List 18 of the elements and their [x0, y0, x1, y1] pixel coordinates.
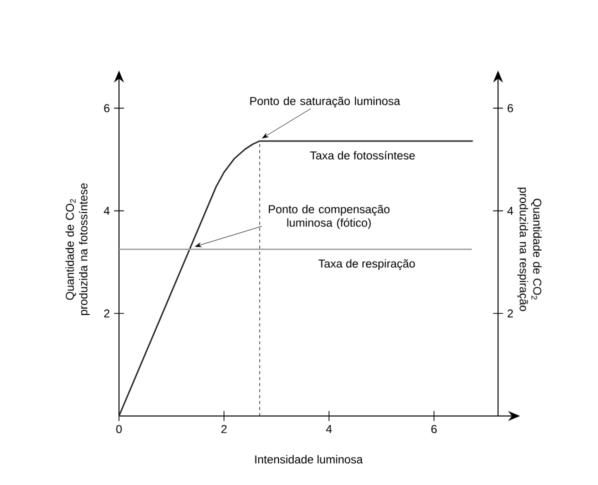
x-tick-label: 0	[116, 425, 122, 434]
annotation: Ponto de compensação luminosa (fótico)	[268, 204, 390, 230]
annotation: Ponto de saturação luminosa	[250, 96, 400, 108]
series-label: Taxa de respiração	[318, 259, 415, 270]
x-tick-label: 6	[431, 425, 437, 434]
y2-tick-label: 4	[507, 206, 514, 215]
y-axis-title: Quantidade de CO$_{2}$ produzida na fotossíntese	[65, 183, 90, 316]
series-label: Taxa de fotossíntese	[310, 150, 415, 160]
y2-tick-label: 6	[508, 104, 513, 112]
y-tick-label: 6	[104, 104, 110, 112]
y-tick-label: 2	[104, 309, 110, 318]
x-tick-label: 4	[326, 425, 332, 433]
x-axis-title: Intensidade luminosa	[255, 455, 363, 464]
x-tick-label: 2	[221, 425, 227, 434]
line-series	[118, 140, 474, 417]
y-tick-label: 4	[104, 206, 110, 215]
y2-axis-title: Quantidade de CO$_{2}$ produzida na respiração	[517, 188, 542, 312]
y2-tick-label: 2	[508, 309, 513, 318]
